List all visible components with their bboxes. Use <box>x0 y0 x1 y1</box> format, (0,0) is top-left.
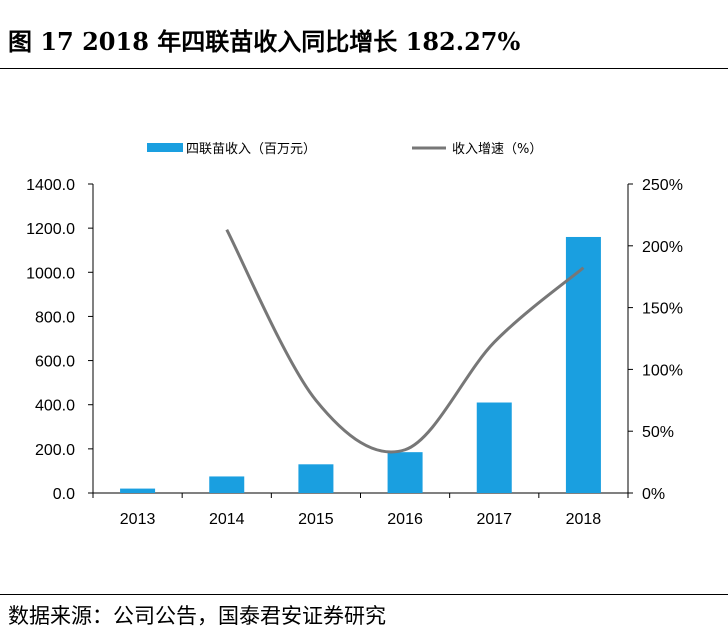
right-tick-label: 200% <box>642 239 683 256</box>
bar-2018 <box>565 236 601 493</box>
bar-2015 <box>298 464 334 493</box>
legend-bar-label: 四联苗收入（百万元） <box>186 142 316 157</box>
x-tick-label: 2018 <box>566 511 602 528</box>
left-tick-label: 1000.0 <box>26 265 75 282</box>
bar-2017 <box>476 402 512 493</box>
bar-2014 <box>209 476 245 493</box>
bars <box>120 236 601 493</box>
axes: 0.0 200.0 400.0 600.0 800.0 1000.0 1200.0 1400.… <box>26 177 683 528</box>
x-tick-label: 2014 <box>209 511 245 528</box>
bar-2013 <box>120 488 156 493</box>
left-tick-label: 200.0 <box>35 442 75 459</box>
source-note: 数据来源：公司公告，国泰君安证券研究 <box>8 604 386 628</box>
left-tick-label: 400.0 <box>35 398 75 415</box>
right-tick-label: 0% <box>642 486 665 503</box>
right-tick-label: 250% <box>642 177 683 194</box>
right-tick-label: 50% <box>642 424 674 441</box>
right-tick-label: 100% <box>642 362 683 379</box>
left-tick-label: 1400.0 <box>26 177 75 194</box>
x-tick-label: 2013 <box>120 511 156 528</box>
growth-line <box>225 229 585 454</box>
left-tick-label: 0.0 <box>53 486 75 503</box>
left-tick-label: 600.0 <box>35 354 75 371</box>
chart-title: 图 17 2018 年四联苗收入同比增长 182.27% <box>8 27 521 56</box>
footer-divider <box>0 594 728 595</box>
legend: 四联苗收入（百万元） 收入增速（%） <box>147 142 542 157</box>
x-tick-label: 2016 <box>387 511 423 528</box>
legend-line-label: 收入增速（%） <box>452 142 542 157</box>
left-tick-label: 800.0 <box>35 309 75 326</box>
chart: 四联苗收入（百万元） 收入增速（%） 0.0 200.0 400.0 600.0 800… <box>26 142 683 528</box>
x-tick-label: 2017 <box>476 511 512 528</box>
title-divider <box>0 68 728 69</box>
x-tick-label: 2015 <box>298 511 334 528</box>
legend-bar-swatch <box>147 143 183 152</box>
bar-2016 <box>387 452 423 493</box>
growth-line-path <box>225 229 585 454</box>
right-tick-label: 150% <box>642 301 683 318</box>
left-tick-label: 1200.0 <box>26 221 75 238</box>
